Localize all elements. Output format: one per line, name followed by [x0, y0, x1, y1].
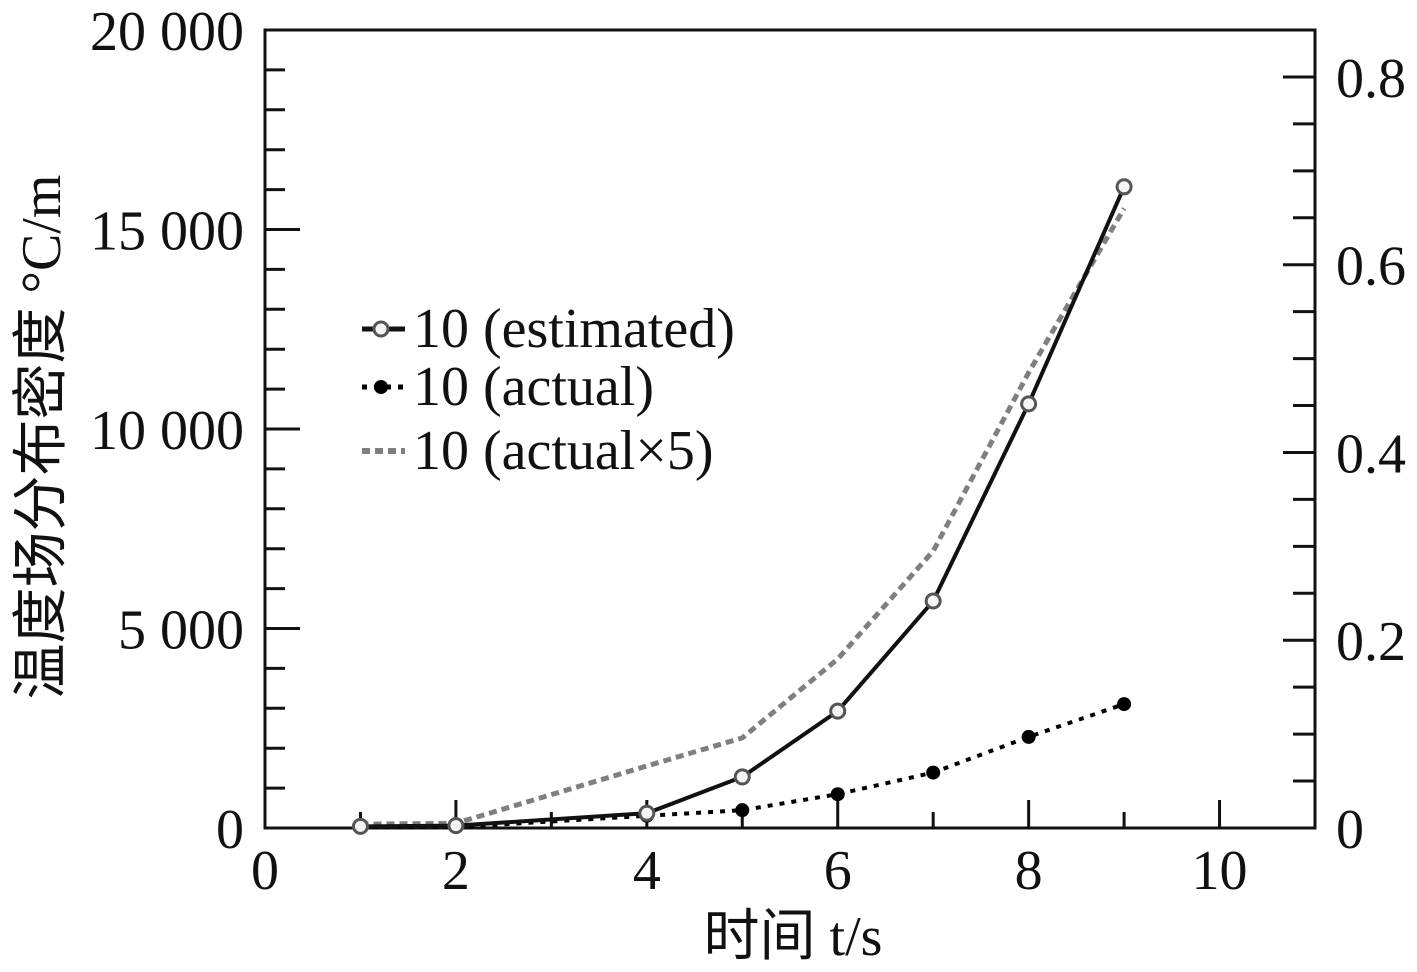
data-point [926, 765, 941, 780]
y-tick-label: 5 000 [118, 600, 244, 662]
data-point [829, 702, 847, 720]
legend-swatch-marker [372, 320, 390, 338]
series-layer [351, 178, 1133, 835]
y2-tick-label: 0.6 [1336, 236, 1406, 298]
y2-tick-label: 0.4 [1336, 423, 1406, 485]
data-point [447, 817, 465, 835]
x-tick-label: 4 [633, 840, 661, 902]
data-point [1117, 697, 1132, 712]
y-tick-label: 10 000 [90, 400, 244, 462]
x-tick-label: 10 [1192, 840, 1248, 902]
x-axis-label: 时间 t/s [704, 906, 883, 968]
data-point [735, 803, 750, 818]
y2-tick-label: 0.8 [1336, 48, 1406, 110]
x-tick-label: 6 [824, 840, 852, 902]
legend-item-10-actual: 10 (actual) [362, 356, 654, 418]
plot-frame [263, 28, 1317, 830]
legend-swatch-marker [374, 380, 388, 394]
legend-label: 10 (actual) [413, 356, 654, 418]
data-point [924, 592, 942, 610]
x-tick-label: 2 [442, 840, 470, 902]
data-point [1115, 178, 1133, 196]
series-line-10-actual-5 [360, 207, 1127, 827]
tick-labels: 0 2 4 6 8 10 0 5 000 10 000 15 000 20 000 0 0.2 0.4 0.… [90, 1, 1406, 902]
x-tick-label: 0 [251, 840, 279, 902]
data-point [351, 817, 369, 835]
y-axis-label: 温度场分布密度 °C/m [11, 175, 73, 700]
legend-item-10-actual-5: 10 (actual×5) [362, 420, 714, 482]
data-point [1021, 729, 1036, 744]
y2-tick-label: 0.2 [1336, 611, 1406, 673]
legend-label: 10 (estimated) [413, 298, 735, 360]
x-tick-label: 8 [1015, 840, 1043, 902]
series-line-10-actual [360, 702, 1125, 830]
data-point [830, 787, 845, 802]
legend-label: 10 (actual×5) [413, 420, 714, 482]
y2-tick-label: 0 [1336, 799, 1364, 861]
y-tick-label: 0 [216, 799, 244, 861]
data-point [733, 768, 751, 786]
legend-item-10-estimated: 10 (estimated) [362, 298, 735, 360]
legend: 10 (estimated)10 (actual)10 (actual×5) [362, 298, 735, 482]
series-line-10-estimated [360, 185, 1126, 829]
y-tick-label: 20 000 [90, 1, 244, 63]
data-point [1020, 395, 1038, 413]
data-point [638, 804, 656, 822]
y-tick-label: 15 000 [90, 201, 244, 263]
